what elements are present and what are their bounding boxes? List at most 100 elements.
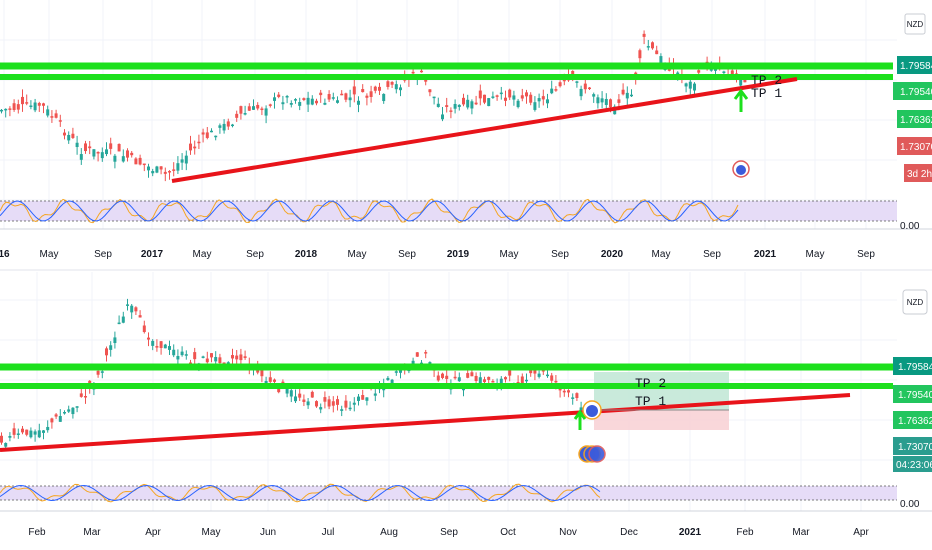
trendline-bottom[interactable] <box>0 393 851 452</box>
bottom-candle <box>445 375 449 379</box>
bottom-candle <box>331 401 335 406</box>
bottom-candle <box>294 396 297 402</box>
top-candle <box>138 157 142 165</box>
bottom-candle <box>373 393 377 396</box>
bottom-candle <box>214 356 218 362</box>
stop-loss-zone[interactable] <box>594 410 729 430</box>
bottom-candle <box>222 362 226 364</box>
bottom-candle <box>67 409 71 412</box>
oscillator-scale-label: 0.00 <box>900 221 920 232</box>
top-candle <box>714 69 717 71</box>
top-candle <box>105 149 108 155</box>
bottom-candle <box>319 407 323 410</box>
price-label-3-bottom <box>893 411 932 429</box>
bottom-candle <box>562 390 566 393</box>
bottom-candle <box>260 369 264 377</box>
top-time-axis[interactable]: 16 May Sep 2017 May Sep 2018 May Sep 2019 May Sep 20… <box>0 249 875 260</box>
bottom-candle <box>126 304 129 306</box>
bottom-candle <box>180 351 184 356</box>
top-candle <box>260 108 264 111</box>
bottom-candle <box>508 368 512 376</box>
bottom-candle <box>155 346 159 348</box>
bottom-candle <box>537 373 541 377</box>
top-time-tick-label: 2021 <box>754 249 777 260</box>
top-time-tick-label: May <box>348 249 367 260</box>
top-time-tick-label: May <box>40 249 59 260</box>
top-candle <box>214 135 218 138</box>
event-marker-icon[interactable] <box>732 160 750 178</box>
top-candle <box>579 88 583 97</box>
top-time-tick-label: 2017 <box>141 249 164 260</box>
event-markers-stack-icon[interactable] <box>578 445 606 463</box>
top-candle <box>604 98 608 105</box>
top-candle <box>327 94 331 100</box>
trendline[interactable] <box>171 77 798 183</box>
bottom-candle <box>520 376 524 384</box>
top-time-tick-label: May <box>193 249 212 260</box>
top-candle <box>147 166 150 171</box>
bottom-time-tick-label: Mar <box>792 527 810 538</box>
currency-badge-bottom[interactable] <box>902 289 928 315</box>
bottom-candle <box>58 416 62 422</box>
top-candle <box>600 98 604 103</box>
bottom-candle <box>546 374 549 377</box>
bottom-candle <box>466 373 470 378</box>
top-candle <box>739 78 743 86</box>
top-candle <box>441 114 444 120</box>
bottom-candle <box>478 377 482 384</box>
top-candle <box>142 163 146 166</box>
bottom-candle <box>302 399 306 402</box>
top-candle <box>621 89 625 95</box>
top-time-tick-label: Sep <box>551 249 569 260</box>
price-label-2-bottom-text: 1.79540 <box>898 390 932 401</box>
top-time-tick-label: Sep <box>246 249 264 260</box>
bottom-candle <box>42 430 45 433</box>
top-candle <box>79 154 83 160</box>
bottom-candle <box>483 379 486 383</box>
bottom-candle <box>33 431 37 435</box>
top-candle <box>445 105 449 107</box>
price-label-4 <box>897 137 932 155</box>
oscillator-scale-label-bottom: 0.00 <box>900 499 920 510</box>
bottom-price-scale[interactable]: NZD 1.79584 1.79540 1.76362 1.73070 04:2… <box>893 289 932 510</box>
bottom-time-axis[interactable]: Feb Mar Apr May Jun Jul Aug Sep Oct Nov Dec 2021 Feb… <box>28 527 869 538</box>
bottom-chart-panel[interactable]: TP 2 TP 1 NZD 1.79584 <box>0 272 932 538</box>
bottom-candle <box>487 376 491 380</box>
top-time-tick-label: 2018 <box>295 249 318 260</box>
top-candle <box>306 97 310 105</box>
top-candle <box>596 97 600 104</box>
bottom-candle <box>210 353 213 358</box>
top-candle <box>58 120 62 122</box>
top-chart-panel[interactable]: TP 2 TP 1 NZD 1.79584 1.79540 <box>0 0 932 260</box>
currency-badge[interactable] <box>904 13 926 35</box>
top-price-scale[interactable]: NZD 1.79584 1.79540 1.76362 1.73070 3d 2… <box>893 13 932 232</box>
bottom-candle <box>306 401 310 406</box>
top-candle <box>411 71 415 74</box>
top-candle <box>172 169 176 171</box>
top-candle <box>583 83 587 90</box>
bottom-candle <box>298 393 302 398</box>
event-marker-icon-bottom[interactable] <box>582 400 602 420</box>
bottom-candle <box>525 379 528 382</box>
top-candle <box>365 95 369 98</box>
top-candle <box>163 171 167 174</box>
bottom-candle <box>327 399 331 407</box>
top-candle <box>323 102 327 105</box>
top-candle <box>117 143 121 152</box>
top-candle <box>369 91 373 97</box>
tp1-label-bottom: TP 1 <box>635 394 666 409</box>
top-time-tick-label: Sep <box>857 249 875 260</box>
top-candle <box>126 150 129 158</box>
top-candle <box>336 100 339 103</box>
top-candle <box>516 100 520 108</box>
top-candle <box>281 102 285 105</box>
top-candle <box>390 81 394 85</box>
bottom-candles <box>0 298 591 449</box>
top-candle <box>651 42 654 49</box>
top-candle <box>92 149 96 157</box>
bottom-candle <box>159 341 163 348</box>
bottom-candle <box>201 356 205 358</box>
top-candle <box>239 106 243 114</box>
top-candle <box>630 94 633 97</box>
bottom-candle <box>289 390 293 397</box>
